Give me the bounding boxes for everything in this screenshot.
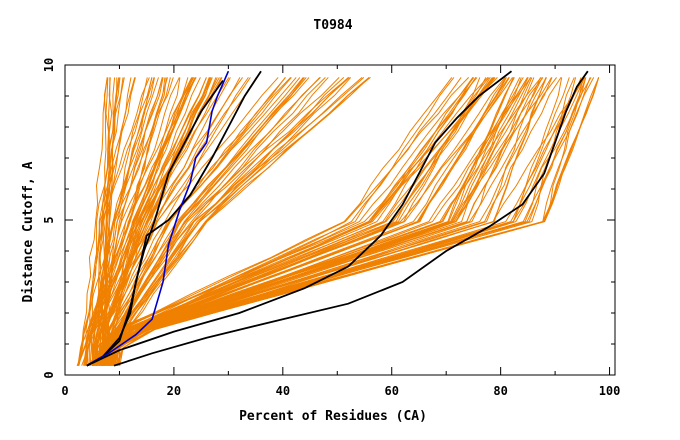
highlight-2-line [86,70,262,367]
x-tick-label: 40 [276,384,290,398]
x-tick-label: 80 [493,384,507,398]
background-curve [117,77,529,366]
tick-layer: 0 20 40 60 80 100 0 5 10 [42,58,620,398]
background-curve [91,77,363,367]
background-curve [113,77,310,366]
background-curve [117,77,600,366]
background-curve [101,77,163,366]
background-curve [103,77,286,366]
background-curve [109,77,213,366]
highlight-1-line [86,79,224,367]
background-curve [77,77,159,366]
background-curve [95,77,257,366]
curve-layer [76,70,600,367]
background-curve [91,77,533,367]
x-axis-label: Percent of Residues (CA) [239,409,427,424]
x-tick-label: 100 [599,384,621,398]
background-curve [77,77,148,366]
x-tick-label: 0 [61,384,68,398]
background-curve [112,77,587,366]
reference-line [86,70,230,367]
y-tick-label: 10 [42,58,56,72]
background-curve [108,77,494,366]
background-curve [110,77,301,366]
y-axis-label: Distance Cutoff, A [21,161,36,302]
background-curve [111,77,292,366]
background-curve [78,77,153,366]
chart-title: T0984 [313,18,352,33]
background-curve [84,77,167,366]
background-curve [78,77,108,366]
y-tick-label: 0 [42,371,56,378]
background-curve [89,77,124,366]
background-curve [96,77,477,366]
highlight-4-line [113,70,589,367]
background-curve [96,77,207,366]
x-tick-label: 60 [385,384,399,398]
background-curve [97,77,150,366]
background-curve [112,77,189,366]
background-curve [93,77,211,366]
background-curve [101,77,515,366]
background-curve [100,77,241,366]
background-curve [76,77,121,366]
y-tick-label: 5 [42,216,56,223]
highlight-3-line [86,70,513,367]
background-curve [105,77,326,366]
x-tick-label: 20 [167,384,181,398]
background-curve [103,77,507,366]
background-curve [106,77,529,366]
background-curve [104,77,345,366]
